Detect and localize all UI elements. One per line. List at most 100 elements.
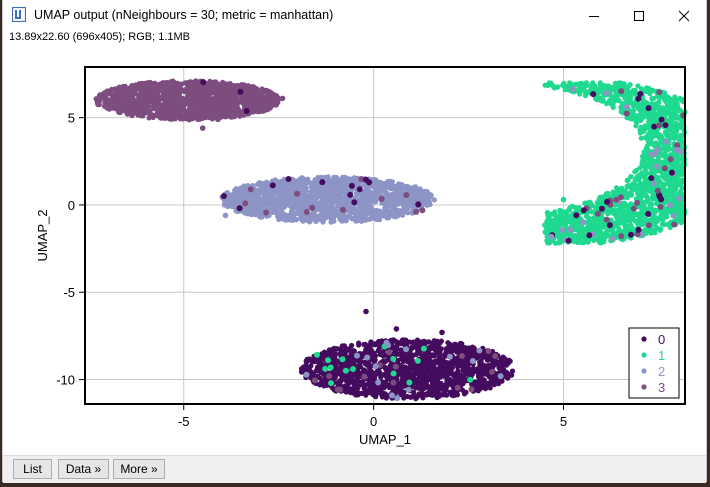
data-point-class-0: [412, 366, 418, 372]
data-point-class-2: [276, 202, 282, 208]
data-point-class-1: [626, 209, 632, 215]
data-point-class-1: [576, 236, 582, 243]
data-point-class-2: [353, 216, 359, 222]
data-point-class-0: [469, 344, 476, 350]
data-point-class-0: [413, 396, 419, 402]
data-point-class-1: [664, 214, 670, 220]
data-point-class-1: [668, 188, 674, 194]
data-point-class-0: [429, 392, 435, 398]
data-point-class-0: [451, 344, 457, 350]
data-point-class-2: [234, 188, 240, 194]
data-point-class-0: [439, 361, 445, 367]
data-point-class-2: [343, 184, 349, 190]
data-point-class-0: [308, 371, 315, 377]
data-point-class-1: [567, 80, 573, 86]
data-point-class-1: [563, 232, 570, 238]
data-point-class-2: [387, 202, 394, 208]
data-point-class-0: [430, 366, 436, 372]
data-point-class-2: [259, 214, 265, 220]
data-point-class-2: [428, 192, 434, 198]
data-point-class-2: [411, 187, 417, 193]
data-point-class-1: [590, 223, 597, 229]
data-point-class-1: [673, 183, 680, 189]
minimize-button[interactable]: [571, 0, 616, 31]
data-point-class-2: [242, 183, 248, 189]
data-point-class-0: [438, 338, 444, 344]
data-point-class-1: [674, 103, 681, 109]
data-point-class-0: [492, 374, 499, 380]
data-point-class-1: [542, 82, 548, 88]
data-point-class-1: [610, 189, 616, 195]
data-point-class-2: [300, 183, 306, 190]
data-point-class-1: [650, 217, 656, 223]
data-point-class-0: [371, 350, 377, 356]
data-point-class-2: [311, 182, 317, 188]
data-point-class-1: [633, 167, 640, 173]
data-point-class-0: [437, 345, 443, 351]
data-point-class-0: [488, 362, 494, 368]
data-point-class-1: [592, 217, 598, 223]
data-point-class-2: [324, 190, 330, 196]
data-point-class-0: [368, 339, 374, 345]
data-point-class-1: [638, 117, 644, 123]
data-point-class-1: [625, 182, 632, 189]
maximize-icon: [633, 10, 644, 21]
data-point-class-2: [308, 190, 314, 196]
data-point-class-2: [378, 180, 384, 186]
data-point-class-2: [257, 182, 263, 188]
data-point-class-2: [361, 192, 367, 198]
data-point-class-0: [461, 375, 467, 381]
window-title: UMAP output (nNeighbours = 30; metric = …: [34, 8, 334, 22]
data-point-class-0: [373, 386, 379, 392]
data-point-class-1: [552, 85, 558, 91]
data-point-class-2: [250, 208, 256, 214]
data-point-class-1: [656, 95, 663, 101]
data-point-class-1: [619, 100, 625, 106]
title-bar[interactable]: UMAP output (nNeighbours = 30; metric = …: [3, 0, 706, 31]
data-point-class-1: [678, 132, 684, 138]
data-point-class-1: [605, 211, 611, 217]
data-point-class-1: [627, 82, 633, 88]
data-point-class-2: [221, 202, 227, 208]
data-point-class-0: [361, 367, 367, 373]
data-point-class-2: [282, 186, 288, 192]
data-point-class-0: [409, 357, 415, 363]
data-point-class-0: [491, 382, 497, 388]
data-point-class-2: [314, 178, 320, 184]
data-point-class-2: [331, 212, 338, 218]
data-point-class-0: [495, 360, 501, 366]
data-point-class-1: [659, 151, 665, 157]
data-point-class-1: [600, 83, 606, 90]
data-point-class-0: [388, 362, 394, 368]
background-strip-left: [0, 0, 2, 487]
data-point-class-1: [625, 177, 631, 183]
data-point-class-0: [434, 385, 440, 392]
data-point-class-0: [356, 342, 362, 348]
data-point-class-0: [442, 383, 448, 389]
data-point-class-1: [605, 83, 611, 89]
data-point-class-0: [367, 368, 373, 375]
data-point-class-2: [380, 213, 386, 219]
data-point-class-0: [311, 359, 317, 365]
data-point-class-2: [282, 203, 288, 209]
close-icon: [678, 10, 689, 21]
data-point-class-1: [672, 205, 678, 211]
data-point-class-1: [661, 222, 667, 228]
data-point-class-1: [559, 218, 566, 224]
data-point-class-0: [364, 362, 370, 368]
maximize-button[interactable]: [616, 0, 661, 31]
data-point-class-2: [393, 212, 399, 218]
data-point-class-1: [652, 159, 658, 165]
data-point-class-0: [433, 359, 440, 366]
data-point-class-1: [648, 204, 654, 210]
data-point-class-0: [379, 391, 385, 398]
data-point-class-0: [317, 375, 323, 381]
data-point-class-2: [319, 209, 325, 215]
data-point-class-2: [366, 208, 372, 214]
data-point-class-1: [603, 100, 610, 107]
close-button[interactable]: [661, 0, 706, 31]
data-point-class-0: [399, 378, 405, 384]
data-point-class-2: [342, 174, 348, 180]
data-point-class-2: [382, 205, 388, 211]
data-point-class-0: [370, 381, 376, 387]
